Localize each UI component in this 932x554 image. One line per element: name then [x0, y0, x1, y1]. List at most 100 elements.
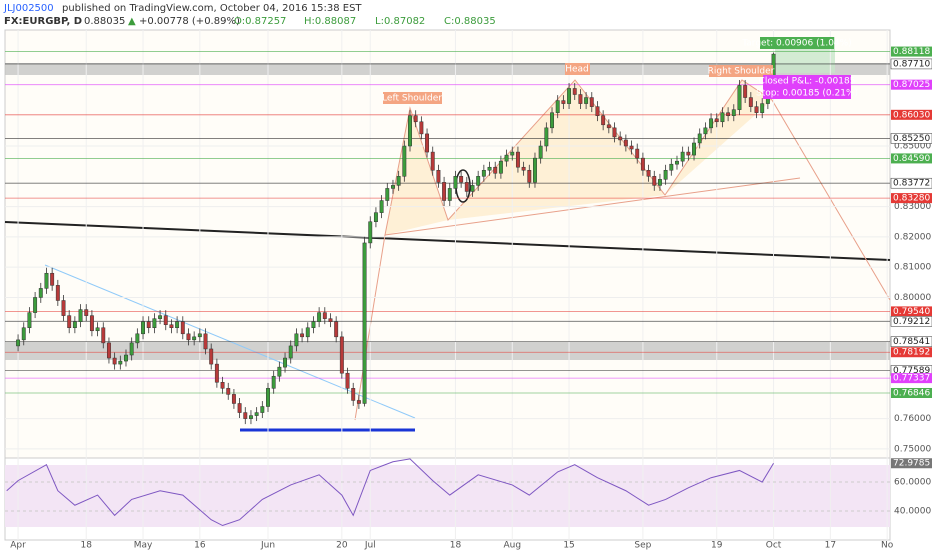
candle-body [226, 388, 231, 395]
right-shoulder-area [665, 80, 772, 195]
candle-body [493, 166, 498, 174]
price-label-box [890, 58, 932, 70]
candle-body [16, 339, 21, 347]
annotation-box [709, 65, 773, 77]
candle-body [470, 185, 475, 192]
x-tick-label: No [881, 541, 894, 551]
y-tick-label: 0.76000 [894, 414, 931, 424]
candle-body [686, 151, 691, 156]
high: H:0.88087 [304, 16, 356, 27]
candle-body [283, 357, 287, 368]
candle-body [249, 415, 253, 419]
candle-body [197, 333, 202, 338]
price-label-box [891, 373, 932, 384]
candle-body [692, 142, 696, 156]
candle-body [101, 327, 106, 344]
candle-body [277, 366, 282, 377]
x-tick-label: 18 [81, 541, 93, 551]
rsi-line [6, 458, 774, 527]
candle-body [709, 118, 714, 129]
rsi-band [5, 465, 890, 527]
candle-body [504, 154, 509, 162]
candle-body [555, 100, 560, 113]
candle-body [391, 185, 395, 189]
annotation: Closed P&L: -0.00185 [759, 77, 856, 87]
candle-body [129, 342, 134, 356]
candle-body [595, 106, 600, 116]
candle-body [55, 285, 60, 301]
rsi-last-label: 72.9785 [893, 459, 930, 469]
candle-body [652, 176, 657, 186]
candle-body [328, 318, 333, 322]
candle-body [521, 166, 526, 171]
candle-body [720, 112, 725, 123]
x-tick-label: 15 [563, 541, 574, 551]
x-tick-label: 19 [711, 541, 723, 551]
y-tick-label: 0.75000 [894, 444, 931, 454]
x-tick-label: Oct [766, 541, 782, 551]
candle-body [203, 333, 208, 350]
x-tick-label: Apr [10, 541, 26, 551]
candle-body [334, 321, 339, 338]
price-label: 0.78192 [893, 348, 930, 358]
candle-body [567, 88, 572, 104]
rsi-label-box [891, 458, 932, 469]
candle-body [527, 169, 532, 183]
price-label: 0.87710 [893, 59, 930, 69]
candle-body [186, 333, 191, 341]
candle-body [731, 109, 736, 116]
candle-body [533, 157, 537, 183]
annotation: Right Shoulder [708, 67, 775, 77]
x-tick-label: Aug [503, 541, 521, 551]
price-label: 0.84590 [893, 154, 930, 164]
annotation-box [565, 63, 590, 75]
x-tick-label: May [134, 541, 153, 551]
candle-body [135, 333, 140, 344]
candle-body [453, 176, 458, 189]
candle-body [67, 315, 72, 329]
low: L:0.87082 [375, 16, 425, 27]
candle-body [38, 288, 43, 298]
price-label-box [891, 193, 932, 204]
candle-body [618, 136, 623, 141]
candle-body [44, 272, 49, 289]
candle-body [175, 321, 180, 329]
candle-body [748, 97, 753, 107]
candle-body [385, 188, 390, 201]
y-tick-label: 0.82000 [894, 232, 931, 242]
price-label: 0.76846 [893, 388, 930, 398]
annotation-box [760, 37, 834, 49]
candle-body [214, 363, 219, 383]
x-tick-label: 17 [825, 541, 836, 551]
price-label-box [891, 387, 932, 398]
x-tick-label: 16 [194, 541, 206, 551]
annotation: Left Shoulder [382, 94, 442, 104]
candle-body [663, 169, 668, 180]
candle-body [459, 176, 464, 183]
candle-body [550, 112, 554, 129]
candle-body [481, 169, 486, 177]
candle-body [487, 166, 492, 171]
candle-body [640, 157, 645, 171]
candle-body [680, 151, 685, 162]
close: C:0.88035 [444, 16, 496, 27]
candle-body [408, 115, 412, 147]
candle-body [714, 118, 719, 123]
candle-body [124, 354, 128, 362]
price-label: 0.79540 [893, 307, 930, 317]
head-area [448, 80, 665, 220]
candle-body [697, 133, 702, 144]
candle-body [254, 412, 259, 416]
candle-body [538, 145, 543, 159]
candle-body [78, 309, 83, 322]
candle-body [243, 412, 248, 419]
price-label: 0.88118 [893, 47, 930, 57]
price-label-box [890, 316, 932, 327]
candle-body [623, 139, 628, 147]
candle-body [169, 324, 174, 329]
candle-body [27, 312, 32, 329]
candle-body [373, 212, 378, 222]
candle-body [726, 112, 731, 116]
candle-body [476, 176, 481, 186]
candle-body [72, 321, 77, 329]
